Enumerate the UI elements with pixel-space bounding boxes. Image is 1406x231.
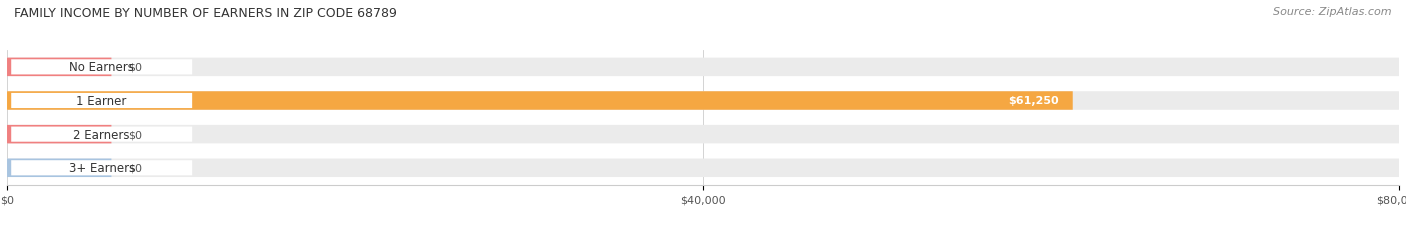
FancyBboxPatch shape bbox=[11, 127, 193, 142]
FancyBboxPatch shape bbox=[7, 125, 1399, 144]
FancyBboxPatch shape bbox=[7, 92, 1073, 110]
Text: $0: $0 bbox=[128, 163, 142, 173]
Text: FAMILY INCOME BY NUMBER OF EARNERS IN ZIP CODE 68789: FAMILY INCOME BY NUMBER OF EARNERS IN ZI… bbox=[14, 7, 396, 20]
FancyBboxPatch shape bbox=[11, 161, 193, 176]
Text: No Earners: No Earners bbox=[69, 61, 134, 74]
FancyBboxPatch shape bbox=[11, 94, 193, 109]
FancyBboxPatch shape bbox=[7, 159, 1399, 177]
Text: 3+ Earners: 3+ Earners bbox=[69, 161, 135, 175]
Text: $61,250: $61,250 bbox=[1008, 96, 1059, 106]
FancyBboxPatch shape bbox=[7, 58, 1399, 77]
FancyBboxPatch shape bbox=[7, 125, 111, 144]
Text: $0: $0 bbox=[128, 63, 142, 73]
Text: 1 Earner: 1 Earner bbox=[76, 94, 127, 108]
FancyBboxPatch shape bbox=[7, 159, 111, 177]
FancyBboxPatch shape bbox=[7, 92, 1399, 110]
FancyBboxPatch shape bbox=[7, 58, 111, 77]
Text: $0: $0 bbox=[128, 130, 142, 140]
FancyBboxPatch shape bbox=[11, 60, 193, 75]
Text: Source: ZipAtlas.com: Source: ZipAtlas.com bbox=[1274, 7, 1392, 17]
Text: 2 Earners: 2 Earners bbox=[73, 128, 129, 141]
